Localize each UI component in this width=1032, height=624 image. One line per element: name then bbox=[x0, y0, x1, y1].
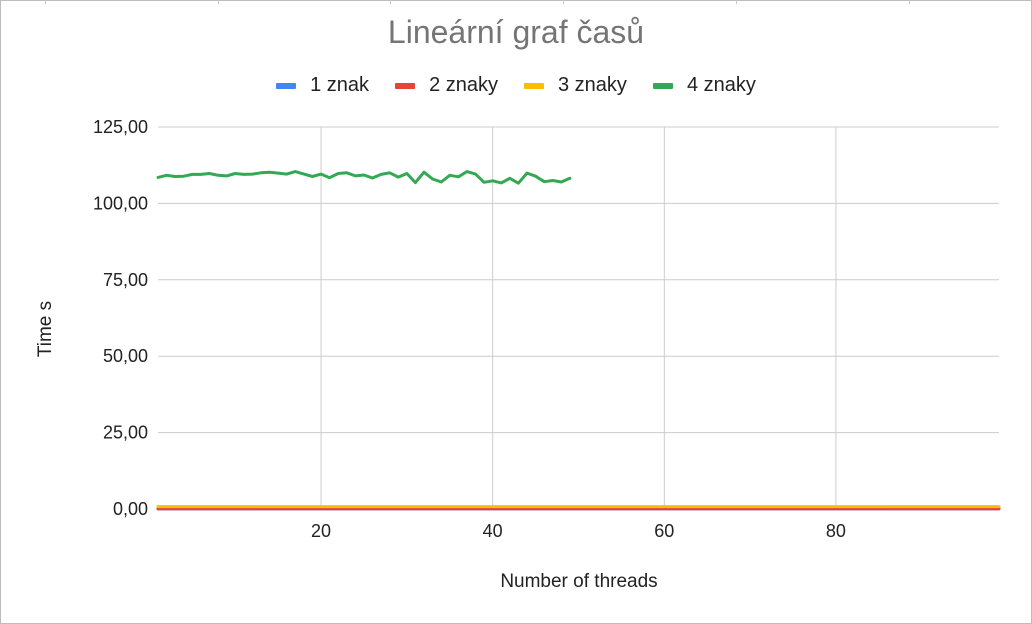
y-tick-label: 50,00 bbox=[103, 346, 148, 366]
x-tick-label: 20 bbox=[311, 521, 331, 541]
y-tick-label: 25,00 bbox=[103, 423, 148, 443]
chart-title: Lineární graf časů bbox=[387, 14, 645, 50]
y-tick-label: 0,00 bbox=[113, 499, 148, 519]
legend-item-4-znaky[interactable]: 4 znaky bbox=[652, 74, 756, 97]
legend-swatch-4-znaky bbox=[652, 82, 673, 89]
legend: 1 znak 2 znaky 3 znaky 4 znaky bbox=[0, 74, 1032, 97]
legend-label-1-znak: 1 znak bbox=[310, 74, 370, 96]
x-axis-title: Number of threads bbox=[500, 571, 657, 592]
legend-item-1-znak[interactable]: 1 znak bbox=[276, 74, 369, 97]
top-edge-marks bbox=[0, 0, 1032, 4]
legend-swatch-2-znaky bbox=[395, 82, 416, 89]
legend-swatch-1-znak bbox=[276, 82, 297, 89]
y-axis-title: Time s bbox=[35, 301, 56, 357]
legend-label-4-znaky: 4 znaky bbox=[686, 74, 756, 96]
legend-label-2-znaky: 2 znaky bbox=[429, 74, 498, 96]
x-tick-label: 40 bbox=[483, 521, 503, 541]
x-tick-label: 80 bbox=[826, 521, 846, 541]
legend-item-3-znaky[interactable]: 3 znaky bbox=[524, 74, 627, 97]
y-tick-label: 125,00 bbox=[93, 117, 148, 137]
y-tick-label: 100,00 bbox=[93, 193, 148, 213]
x-tick-label: 60 bbox=[654, 521, 674, 541]
legend-item-2-znaky[interactable]: 2 znaky bbox=[395, 74, 498, 97]
grid-lines bbox=[158, 126, 999, 510]
y-tick-label: 75,00 bbox=[103, 270, 148, 290]
series-line-4-znaky[interactable] bbox=[156, 170, 572, 185]
tick-labels: 0,00 25,00 50,00 75,00 100,00 125,00 20 40 60 80 bbox=[93, 117, 846, 541]
series-lines bbox=[156, 170, 1001, 511]
legend-label-3-znaky: 3 znaky bbox=[558, 74, 627, 96]
legend-swatch-3-znaky bbox=[524, 82, 544, 89]
